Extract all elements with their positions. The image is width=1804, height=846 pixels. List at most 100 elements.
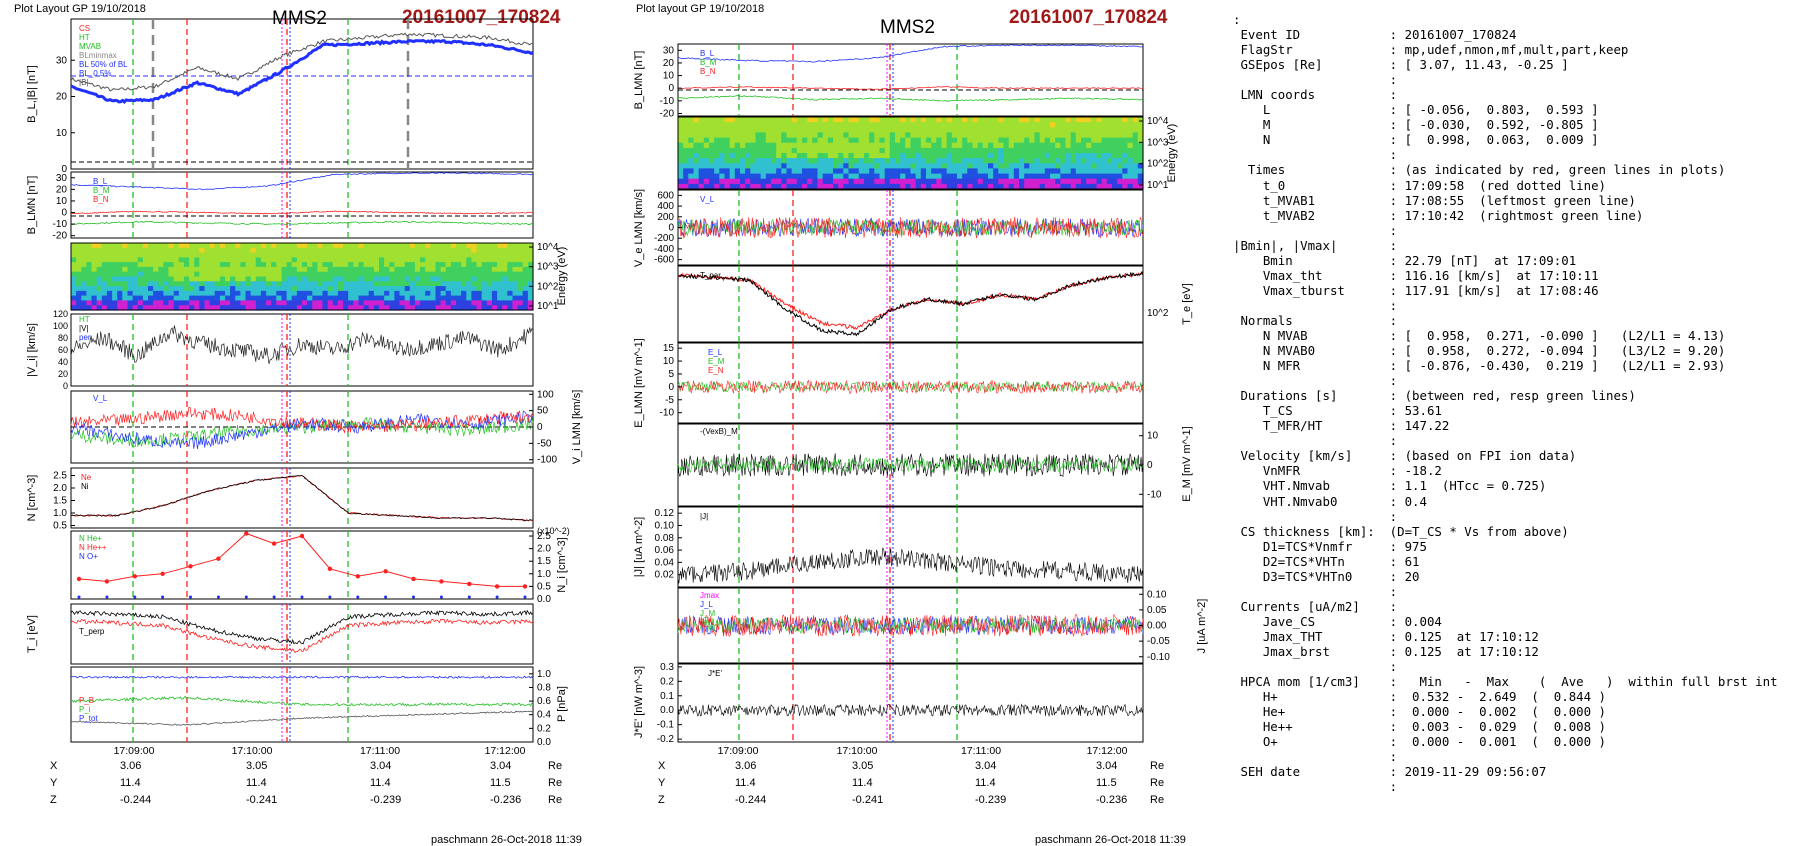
right-plot-header: Plot layout GP 19/10/2018 (636, 3, 765, 15)
heat-cell (822, 178, 829, 185)
heat-cell (517, 266, 524, 273)
heat-cell (327, 300, 334, 306)
heat-cell (977, 117, 984, 123)
heat-cell (481, 262, 488, 268)
heat-cell (967, 158, 974, 164)
heat-cell (1117, 142, 1123, 149)
heat-cell (250, 276, 257, 282)
heat-cell (250, 290, 257, 297)
heat-cell (142, 276, 149, 282)
oplus-point (244, 595, 248, 599)
position-row-label: X (658, 760, 666, 772)
heat-cell (1117, 117, 1123, 123)
heat-cell (394, 300, 401, 306)
heat-cell (771, 147, 777, 154)
heat-cell (183, 305, 190, 311)
heat-cell (291, 271, 298, 278)
heat-cell (409, 247, 416, 254)
heat-cell (281, 262, 288, 268)
heat-cell (957, 183, 963, 190)
heat-cell (271, 271, 277, 278)
heat-cell (471, 262, 478, 268)
heat-cell (348, 295, 354, 301)
right-1-legend: B_L (700, 49, 715, 58)
heat-cell (729, 122, 736, 128)
heat-cell (1050, 168, 1056, 175)
heat-cell (189, 257, 195, 263)
heat-cell (86, 305, 93, 311)
heat-cell (312, 243, 318, 249)
heat-cell (106, 271, 113, 278)
heat-cell (168, 290, 175, 297)
heat-cell (240, 300, 247, 306)
heat-cell (915, 142, 922, 149)
heat-cell (1081, 153, 1087, 159)
heat-cell (163, 290, 170, 297)
heat-cell (967, 168, 974, 175)
heat-cell (440, 252, 447, 258)
right-time-tick: 17:10:00 (837, 745, 878, 757)
heat-cell (142, 247, 149, 254)
r-tperp-trace (678, 270, 1144, 337)
heat-cell (163, 305, 170, 311)
heat-cell (363, 257, 370, 263)
heat-cell (1008, 122, 1015, 128)
heat-cell (998, 158, 1005, 164)
left-9-tick: 0.8 (537, 682, 551, 693)
heat-cell (781, 132, 788, 139)
right-6-tick: -10 (1147, 489, 1162, 500)
heat-cell (714, 142, 720, 149)
heat-cell (486, 300, 493, 306)
heat-cell (183, 281, 190, 287)
heat-cell (740, 117, 746, 123)
heat-cell (307, 300, 313, 306)
heat-cell (225, 262, 231, 268)
heat-cell (848, 117, 855, 123)
heat-cell (379, 305, 385, 311)
heat-cell (833, 178, 839, 185)
oplus-point (356, 595, 360, 599)
right-8-legend: Jmax (700, 591, 719, 600)
heat-cell (946, 173, 953, 180)
heat-cell (158, 286, 164, 292)
heat-cell (972, 137, 979, 144)
heat-cell (332, 252, 339, 258)
heat-cell (1132, 127, 1139, 133)
heat-cell (178, 281, 185, 287)
left-6-tick: 1.5 (53, 496, 67, 507)
heat-cell (719, 122, 726, 128)
heat-cell (343, 295, 349, 301)
pb-trace (70, 710, 534, 726)
heat-cell (358, 286, 365, 292)
heat-cell (343, 271, 349, 278)
heat-cell (1127, 132, 1134, 139)
heat-cell (168, 266, 175, 273)
heat-cell (765, 173, 772, 180)
heat-cell (1070, 153, 1077, 159)
heat-cell (481, 305, 488, 311)
heat-cell (414, 286, 421, 292)
heat-cell (869, 158, 875, 164)
heat-cell (889, 153, 896, 159)
heat-cell (173, 276, 180, 282)
heat-cell (750, 127, 757, 133)
heat-cell (389, 290, 395, 297)
heat-cell (698, 122, 705, 128)
heat-cell (993, 122, 999, 128)
heat-cell (817, 142, 824, 149)
heat-cell (204, 247, 211, 254)
heat-cell (276, 295, 282, 301)
heat-cell (874, 122, 881, 128)
heat-cell (219, 252, 226, 258)
heat-cell (507, 257, 513, 263)
heat-cell (106, 286, 113, 292)
heat-cell (683, 137, 689, 144)
heat-cell (1070, 132, 1077, 139)
heat-cell (173, 247, 180, 254)
heat-cell (1034, 137, 1041, 144)
heat-cell (745, 158, 751, 164)
heat-cell (240, 252, 247, 258)
heat-cell (982, 127, 989, 133)
heat-cell (317, 295, 324, 301)
heat-cell (214, 252, 221, 258)
